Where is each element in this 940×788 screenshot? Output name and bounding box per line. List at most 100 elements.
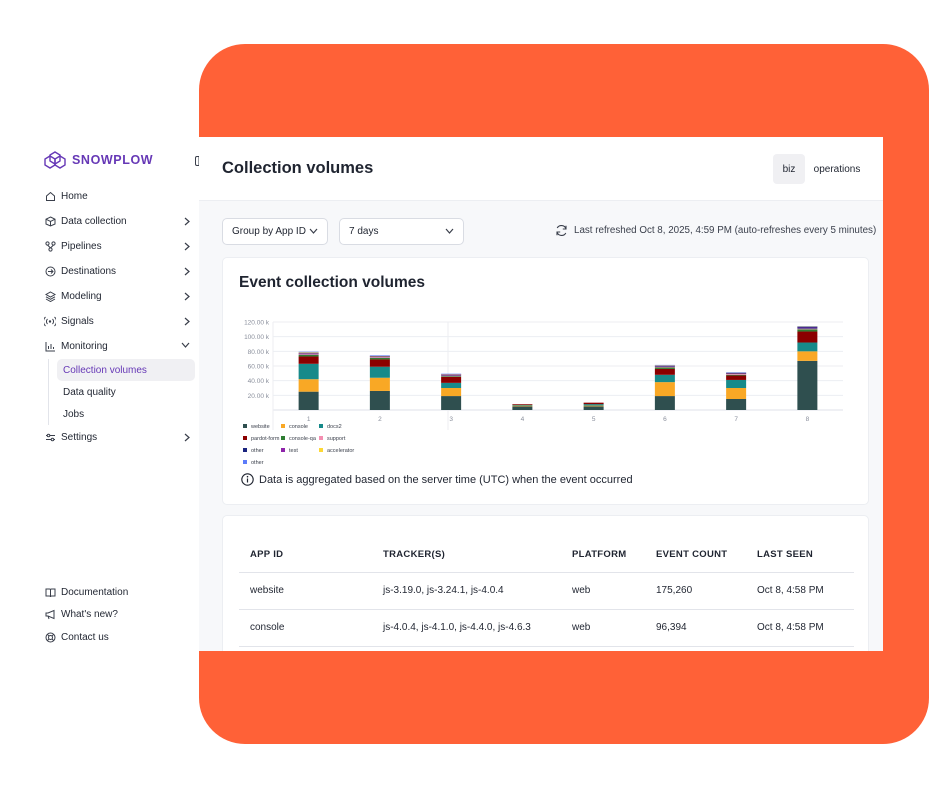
bar-segment-pardot-form [298, 356, 319, 364]
cell-app-id: console [239, 609, 372, 647]
sidebar-subitem-jobs[interactable]: Jobs [63, 408, 85, 420]
legend-label: other [251, 460, 264, 466]
table-header-row: APP ID TRACKER(S) PLATFORM EVENT COUNT L… [239, 538, 854, 573]
bar-segment-other [726, 373, 747, 375]
sidebar-item-settings[interactable]: Settings [44, 425, 196, 450]
sidebar-item-signals[interactable]: Signals [44, 309, 196, 334]
bar-segment-pardot-form [583, 402, 604, 405]
bar-segment-console [441, 388, 462, 397]
sidebar-item-label: Modeling [61, 291, 102, 302]
bar-segment-console [654, 382, 675, 397]
bar-segment-console-qa [369, 357, 390, 360]
bar-segment-docs2 [797, 342, 818, 352]
brand-name: SNOWPLOW [72, 153, 154, 167]
bar-segment-other [369, 356, 390, 358]
sidebar-item-label: Destinations [61, 266, 117, 277]
sidebar-item-pipelines[interactable]: Pipelines [44, 234, 196, 259]
sidebar-item-label: Signals [61, 316, 94, 327]
signal-icon [44, 316, 56, 328]
group-by-select[interactable]: Group by App ID [222, 218, 328, 245]
event-volumes-chart: 20.00 k 40.00 k 60.00 k 80.00 k 100.00 k 120.… [243, 320, 843, 466]
workspace-biz-button[interactable]: biz [773, 154, 805, 184]
x-tick-label: 7 [734, 416, 738, 423]
bar-segment-test [654, 365, 675, 367]
lifebuoy-icon [44, 631, 56, 643]
contact-us-link[interactable]: Contact us [44, 626, 194, 649]
cell-event-count: 96,394 [645, 609, 746, 647]
bar-segment-pardot-form [654, 368, 675, 375]
bar-segment-other [797, 326, 818, 327]
documentation-link[interactable]: Documentation [44, 581, 194, 604]
whats-new-link[interactable]: What's new? [44, 604, 194, 627]
column-header-app-id[interactable]: APP ID [239, 538, 372, 573]
chevron-right-icon [184, 267, 190, 276]
bar-segment-accelerator [369, 355, 390, 357]
bar-segment-console-qa [654, 367, 675, 369]
pipelines-icon [44, 241, 56, 253]
bar-segment-website [583, 406, 604, 410]
bar-segment-website [298, 391, 319, 410]
column-header-last-seen[interactable]: LAST SEEN [746, 538, 854, 573]
legend-label: support [327, 436, 346, 442]
app-table-card: APP ID TRACKER(S) PLATFORM EVENT COUNT L… [222, 515, 869, 651]
x-tick-label: 5 [592, 416, 596, 423]
chart-title: Event collection volumes [239, 274, 426, 291]
bar-segment-console [797, 351, 818, 361]
y-tick-label: 80.00 k [248, 349, 270, 356]
page-title: Collection volumes [222, 159, 374, 177]
bar-segment-website [512, 406, 533, 410]
cell-platform: web [561, 609, 645, 647]
aggregation-note-text: Data is aggregated based on the server t… [259, 473, 633, 486]
whats-new-label: What's new? [61, 609, 118, 621]
bar-segment-test [726, 372, 747, 374]
legend-label: docs2 [327, 424, 342, 430]
chevron-right-icon [184, 317, 190, 326]
sidebar-item-monitoring[interactable]: Monitoring [44, 334, 196, 359]
bar-segment-docs2 [583, 404, 604, 406]
book-icon [44, 586, 56, 598]
sidebar-subitem-collection-volumes[interactable]: Collection volumes [57, 359, 195, 381]
sidebar-item-label: Settings [61, 432, 98, 443]
chart-icon [44, 341, 56, 353]
legend-swatch [319, 436, 323, 440]
sidebar-subitem-data-quality[interactable]: Data quality [63, 386, 116, 398]
sidebar-item-modeling[interactable]: Modeling [44, 284, 196, 309]
sidebar-item-data-collection[interactable]: Data collection [44, 209, 196, 234]
table-row[interactable]: console js-4.0.4, js-4.1.0, js-4.4.0, js… [239, 609, 854, 647]
cell-trackers: js-3.19.0, js-3.24.1, js-4.0.4 [372, 572, 561, 610]
column-header-event-count[interactable]: EVENT COUNT [645, 538, 746, 573]
x-tick-label: 6 [663, 416, 667, 423]
bar-segment-pardot-form [512, 404, 533, 405]
refresh-status: Last refreshed Oct 8, 2025, 4:59 PM (aut… [555, 224, 876, 237]
table-row[interactable]: website js-3.19.0, js-3.24.1, js-4.0.4 w… [239, 572, 854, 610]
bar-segment-other [654, 364, 675, 366]
monitoring-submenu: Collection volumes Data quality Jobs [48, 359, 196, 425]
bar-segment-website [797, 360, 818, 410]
bar-segment-other [441, 374, 462, 376]
bar-segment-support [726, 374, 747, 375]
bar-segment-accelerator [797, 326, 818, 327]
bar-segment-console-qa [797, 329, 818, 332]
secondary-nav: Documentation What's new? Contact us [44, 581, 194, 649]
bar-segment-accelerator [298, 352, 319, 354]
settings-sliders-icon [44, 432, 56, 444]
date-range-select[interactable]: 7 days [339, 218, 464, 245]
column-header-trackers[interactable]: TRACKER(S) [372, 538, 561, 573]
bar-segment-accelerator [441, 374, 462, 375]
legend-swatch [319, 424, 323, 428]
brand-logo[interactable]: SNOWPLOW [44, 151, 153, 169]
y-tick-label: 40.00 k [248, 378, 270, 385]
workspace-operations-button[interactable]: operations [813, 163, 861, 175]
legend-label: pardot-form [251, 436, 280, 442]
megaphone-icon [44, 609, 56, 621]
sidebar-item-destinations[interactable]: Destinations [44, 259, 196, 284]
sidebar-item-home[interactable]: Home [44, 184, 196, 209]
bar-segment-docs2 [441, 382, 462, 388]
column-header-platform[interactable]: PLATFORM [561, 538, 645, 573]
bar-segment-test [441, 374, 462, 376]
bar-segment-console [512, 405, 533, 407]
bar-segment-docs2 [654, 374, 675, 383]
x-tick-label: 3 [449, 416, 453, 423]
x-tick-label: 1 [307, 416, 311, 423]
refresh-icon[interactable] [555, 224, 568, 237]
